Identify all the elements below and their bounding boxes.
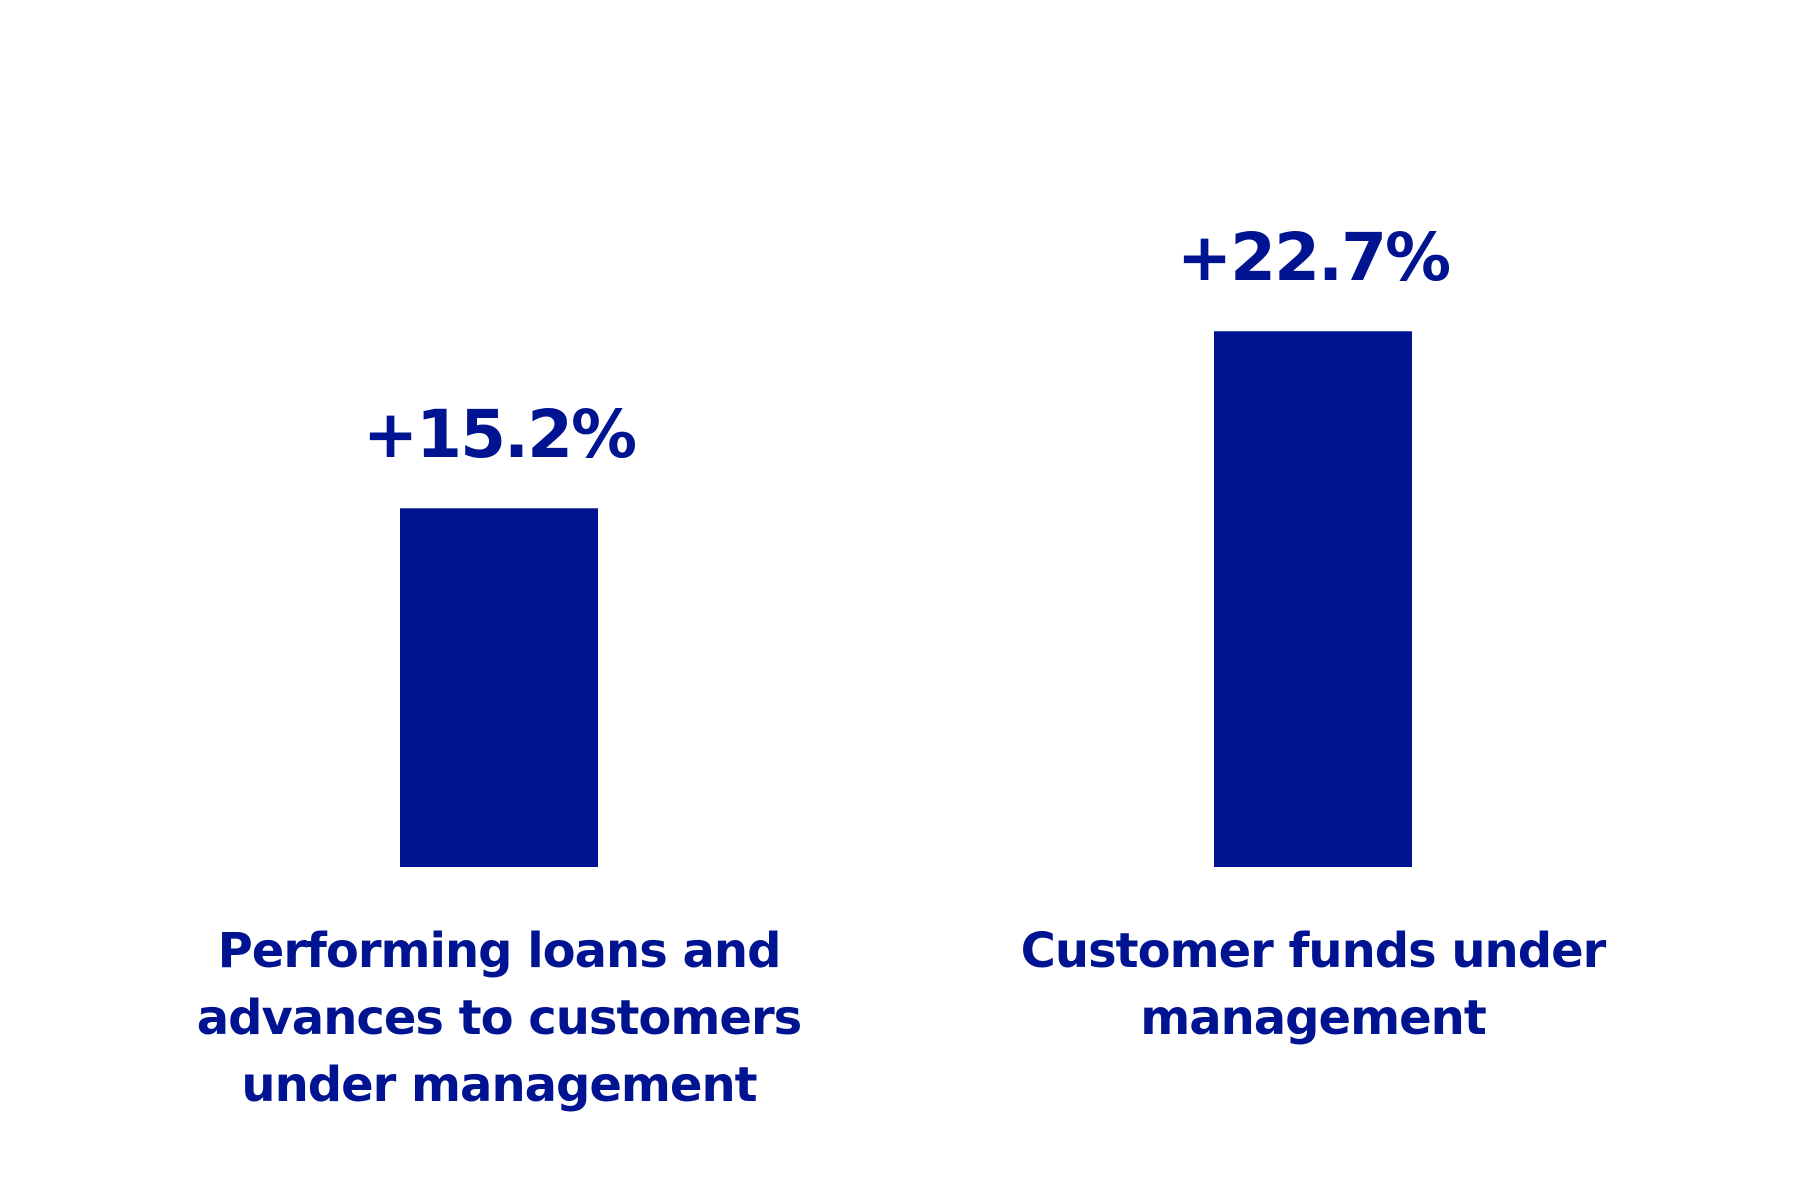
value-label: +15.2%: [362, 396, 637, 474]
bar: [1214, 331, 1412, 867]
category-label: Customer funds under management: [1020, 923, 1607, 1046]
bar: [400, 508, 598, 867]
category-label: Performing loans and advances to custome…: [196, 923, 802, 1113]
value-label: +22.7%: [1176, 219, 1451, 297]
